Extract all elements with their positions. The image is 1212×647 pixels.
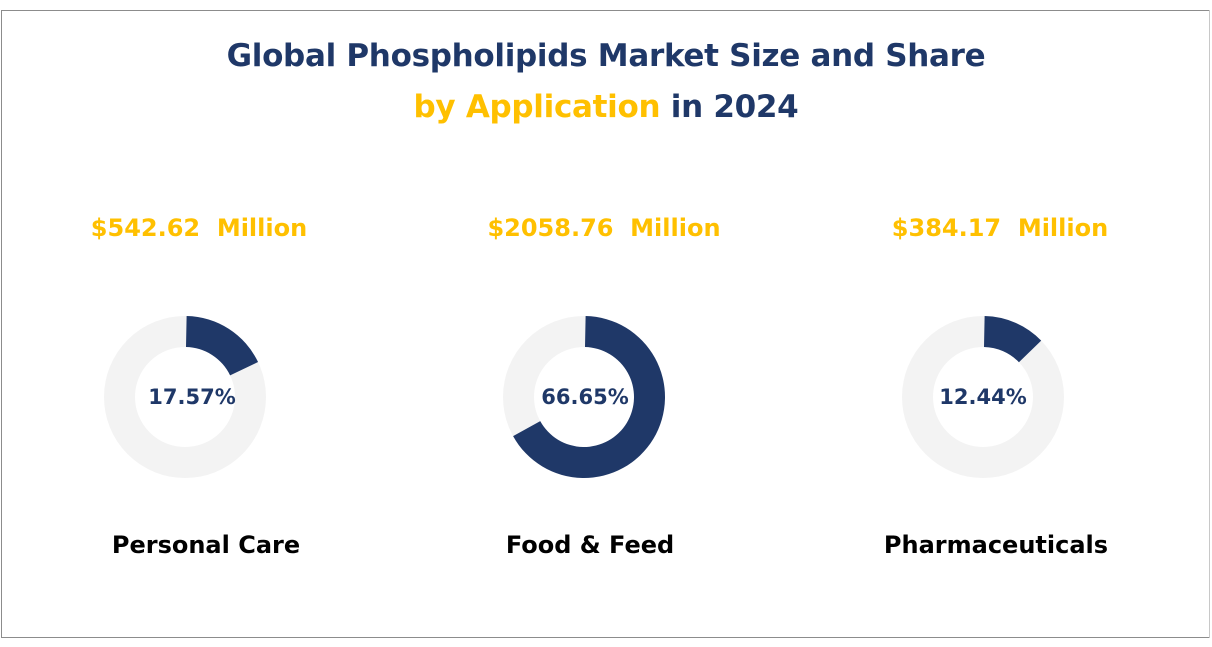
share-label-food-feed: 66.65% [541,385,629,409]
category-label-personal-care: Personal Care [111,531,301,559]
value-label-personal-care: $542.62 Million [90,214,308,242]
share-label-personal-care: 17.57% [148,385,236,409]
category-label-food-feed: Food & Feed [505,531,675,559]
donut-remainder-pharmaceuticals [902,316,1064,478]
subtitle-accent: by Application [413,89,661,125]
category-label-pharmaceuticals: Pharmaceuticals [883,531,1109,559]
donut-remainder-personal-care [104,316,266,478]
value-label-pharmaceuticals: $384.17 Million [891,214,1109,242]
donut-slice-pharmaceuticals [983,316,1042,363]
chart-frame [1,10,1209,638]
chart-title: Global Phospholipids Market Size and Sha… [226,38,986,74]
donut-slice-personal-care [185,316,259,376]
chart-subtitle: by Application in 2024 [0,89,1212,125]
donut-slice-food-feed [513,316,665,478]
value-label-food-feed: $2058.76 Million [487,214,721,242]
subtitle-rest: in 2024 [660,89,799,125]
share-label-pharmaceuticals: 12.44% [939,385,1027,409]
frame-edge [1209,10,1210,638]
